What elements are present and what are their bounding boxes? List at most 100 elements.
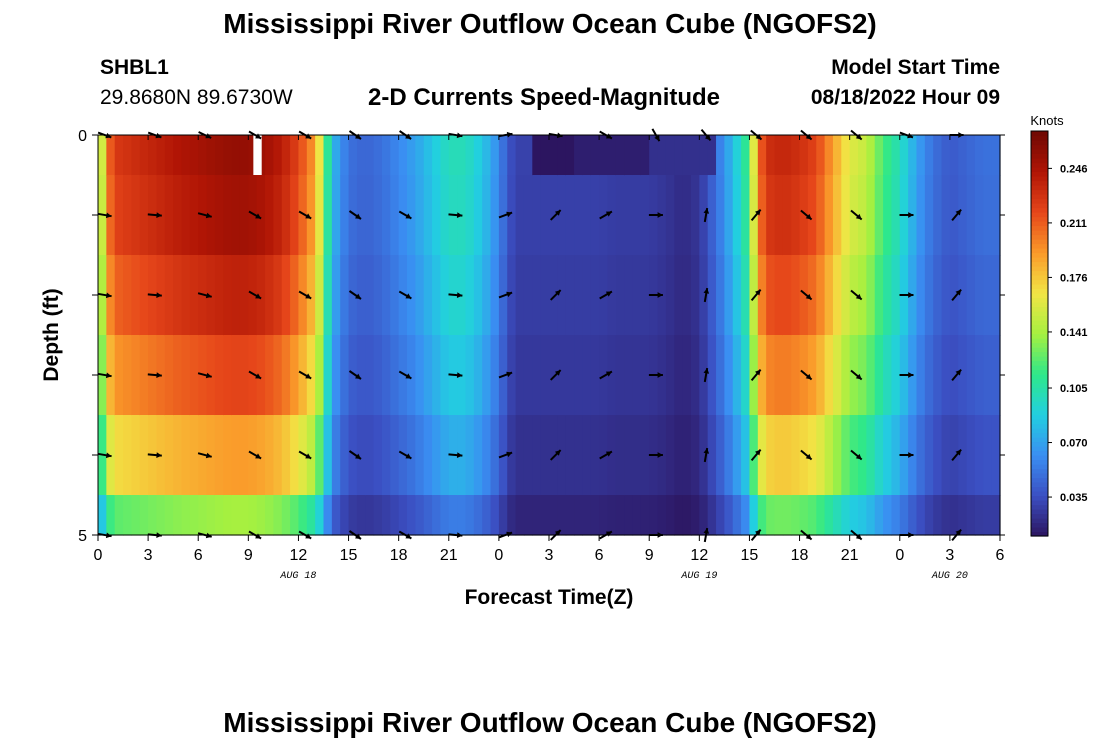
heatmap-cell <box>891 415 901 496</box>
heatmap-cell <box>340 415 350 496</box>
heatmap-cell <box>365 335 375 416</box>
heatmap-cell <box>248 335 258 416</box>
heatmap-cell <box>782 135 792 176</box>
heatmap-cell <box>574 135 584 176</box>
colorbar-segment <box>1031 297 1048 303</box>
current-vector <box>951 368 962 382</box>
heatmap-cell <box>941 495 951 536</box>
heatmap-cell <box>799 255 809 336</box>
heatmap-cell <box>741 135 751 176</box>
vector-head <box>156 452 162 458</box>
heatmap-cell <box>791 415 801 496</box>
heatmap-cell <box>816 175 826 256</box>
colorbar-segment <box>1031 446 1048 452</box>
heatmap-cell <box>290 175 300 256</box>
heatmap-cell <box>624 495 634 536</box>
colorbar-segment <box>1031 221 1048 227</box>
heatmap-cell <box>415 335 425 416</box>
model-start-value: 08/18/2022 Hour 09 <box>810 86 1000 109</box>
vector-head <box>955 369 962 376</box>
heatmap-cell <box>749 135 759 176</box>
colorbar-segment <box>1031 378 1048 384</box>
colorbar-segment <box>1031 423 1048 429</box>
heatmap-cell <box>265 255 274 336</box>
heatmap-cell <box>699 415 709 496</box>
heatmap-cell <box>390 495 400 536</box>
vector-head <box>657 372 663 378</box>
heatmap-cell <box>348 135 358 176</box>
heatmap-cell <box>849 135 859 176</box>
heatmap-cell <box>373 255 383 336</box>
heatmap-cell <box>674 415 684 496</box>
vector-head <box>908 452 914 458</box>
current-vector <box>951 288 962 302</box>
colorbar-segment <box>1031 351 1048 357</box>
heatmap-cell <box>791 175 801 256</box>
heatmap-cell <box>206 415 216 496</box>
vector-head <box>305 213 312 219</box>
heatmap-cell <box>156 135 166 176</box>
vector-head <box>456 372 463 378</box>
colorbar-segment <box>1031 374 1048 380</box>
heatmap-cell <box>465 175 475 256</box>
heatmap-cell <box>699 255 709 336</box>
heatmap-cell <box>565 175 575 256</box>
heatmap-cell <box>782 415 792 496</box>
x-tick-label: 21 <box>440 547 458 564</box>
colorbar-segment <box>1031 477 1048 483</box>
heatmap-cell <box>440 135 450 176</box>
heatmap-cell <box>532 495 542 536</box>
current-vector <box>97 372 112 379</box>
current-vector <box>800 369 813 381</box>
current-vector <box>599 450 613 460</box>
heatmap-cell <box>373 175 383 256</box>
heatmap-cell <box>181 335 191 416</box>
heatmap-cell <box>265 135 274 176</box>
heatmap-cell <box>757 415 767 496</box>
vector-head <box>908 372 914 378</box>
colorbar-tick-label: 0.211 <box>1060 218 1087 230</box>
heatmap-cell <box>682 255 692 336</box>
heatmap-cell <box>615 495 625 536</box>
heatmap-cell <box>273 495 283 536</box>
heatmap-cell <box>515 495 525 536</box>
current-vector <box>197 292 212 299</box>
heatmap-cell <box>398 415 408 496</box>
station-coordinates: 29.8680N 89.6730W <box>100 86 293 109</box>
heatmap-cell <box>766 335 776 416</box>
heatmap-cell <box>407 175 416 256</box>
heatmap-cell <box>323 255 333 336</box>
heatmap-cell <box>139 335 149 416</box>
vector-head <box>156 372 162 378</box>
heatmap-cell <box>523 175 533 256</box>
colorbar-tick-label: 0.035 <box>1060 492 1088 504</box>
heatmap-cell <box>824 175 834 256</box>
heatmap-cell <box>549 175 558 256</box>
vector-head <box>554 370 561 376</box>
heatmap-cell <box>273 135 283 176</box>
colorbar-segment <box>1031 410 1048 416</box>
heatmap-cell <box>281 335 291 416</box>
heatmap-cell <box>206 335 216 416</box>
heatmap-cell <box>340 495 350 536</box>
heatmap-cell <box>933 415 943 496</box>
heatmap-cell <box>265 335 274 416</box>
heatmap-cell <box>766 415 776 496</box>
heatmap-cell <box>991 135 1001 176</box>
heatmap-cell <box>381 415 391 496</box>
current-vector <box>398 370 412 380</box>
heatmap-cell <box>231 255 241 336</box>
heatmap-cell <box>958 335 968 416</box>
colorbar-segment <box>1031 464 1048 470</box>
heatmap-cell <box>966 175 976 256</box>
heatmap-cell <box>665 135 675 176</box>
colorbar-segment <box>1031 459 1048 465</box>
heatmap-cell <box>841 255 851 336</box>
colorbar-segment <box>1031 383 1048 389</box>
heatmap-cell <box>824 415 834 496</box>
heatmap-cell <box>665 415 675 496</box>
heatmap-cell <box>866 415 876 496</box>
heatmap-cell <box>707 135 717 176</box>
vector-head <box>205 292 212 299</box>
current-vector <box>703 207 710 223</box>
